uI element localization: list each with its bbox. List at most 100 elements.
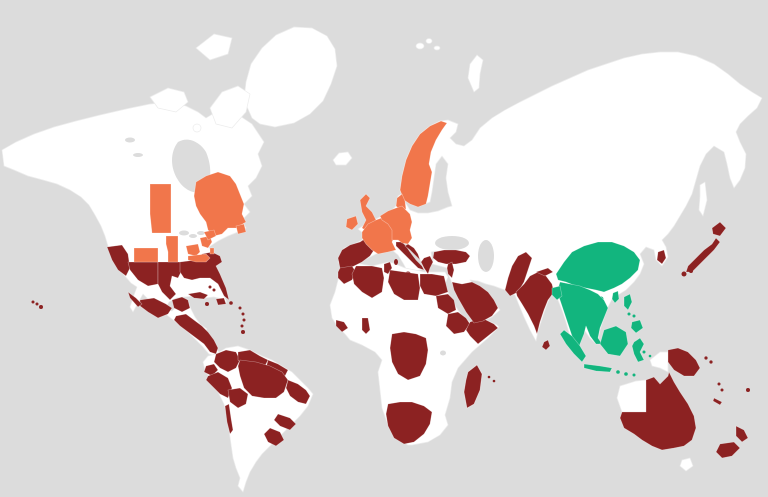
region-germany-benelux-alpine [379,205,413,245]
region-vanuatu-1 [717,382,721,386]
region-lesser-sunda-2 [624,372,628,376]
sea-great-lake-1 [179,230,189,236]
region-adriatic-balkans [404,243,421,261]
region-trinidad [241,330,245,334]
region-philippines-visayas-2 [632,314,636,318]
region-pakistan [504,251,533,297]
region-france [361,216,397,255]
region-dr-congo [389,331,429,381]
region-morocco [337,265,357,285]
region-philippines-visayas-1 [627,312,631,316]
region-philippines-luzon [623,293,633,311]
region-libya [387,269,421,301]
region-arabian-peninsula [451,281,499,324]
region-brazil-south [263,427,285,447]
region-cuba [187,291,209,300]
region-bangladesh [551,285,563,301]
land-tasmania [679,457,694,472]
sea-black-sea [435,236,469,250]
region-sardinia [394,259,398,265]
region-us-california [106,244,131,277]
region-greece [420,255,434,275]
region-java [583,363,613,373]
region-us-colorado-kansas [133,247,159,263]
region-maluku-1 [642,350,646,354]
region-south-korea [656,249,667,265]
region-new-zealand-south [715,441,741,459]
region-bahamas-1 [208,285,212,289]
region-levant [446,261,455,279]
region-mexico-south [139,297,173,319]
region-hawaii-3 [39,305,43,309]
regions-green [551,241,652,377]
region-sierra-leone-liberia [335,319,349,333]
land-svalbard-3 [433,45,441,51]
region-maluku-2 [648,354,652,358]
region-brazil-southeast [273,413,297,431]
region-bahamas-2 [212,288,216,292]
region-new-zealand-north [735,425,749,443]
region-algeria [351,265,385,299]
sea-great-lake-3 [197,231,205,235]
region-brazil-amazon [237,359,289,399]
region-japan-hokkaido [711,221,727,237]
region-antilles-1 [238,306,242,310]
region-norway-sweden [399,120,448,208]
land-sakhalin [698,181,708,217]
region-lesser-sunda-3 [632,373,636,377]
sea-caspian [478,240,494,272]
land-iceland [332,151,353,166]
region-hispaniola [215,297,227,306]
land-west-new-guinea [649,351,669,373]
region-papua-new-guinea [667,347,701,377]
region-chile-north-strip [224,403,234,435]
region-ireland [345,215,359,231]
region-lesser-sunda-1 [616,370,620,374]
land-greenland [243,26,338,128]
region-us-kentucky-virginia [187,253,211,263]
region-puerto-rico [229,301,233,305]
region-colombia [213,349,241,373]
region-fiji [746,388,750,392]
region-india [515,271,555,335]
region-us-northern-new-england [203,229,217,241]
region-sri-lanka [541,339,551,351]
regions-orange [133,120,448,263]
region-us-midwest-strip [165,235,179,263]
region-egypt [419,273,449,297]
lake-great-bear [125,137,135,143]
region-antilles-4 [240,324,244,328]
region-canada-quebec-ontario [193,171,247,237]
region-borneo [599,325,629,357]
regions-dark-red [31,221,750,459]
region-nepal [535,267,554,277]
region-brazil-northeast [285,379,311,405]
region-vanuatu-2 [720,388,724,392]
land-baffin-island [209,85,251,129]
land-southampton [192,123,202,133]
region-canada-new-brunswick [235,223,247,235]
region-sudan-red-sea [435,293,457,315]
region-hawaii-2 [35,302,39,306]
land-novaya-zemlya [467,54,484,93]
region-somalia [465,317,499,345]
region-mascarene-1 [487,375,491,379]
region-mascarene-2 [492,379,496,383]
land-ellesmere-island [195,33,233,61]
region-sumatra [559,329,587,363]
land-victoria-island [149,87,189,113]
region-us-new-jersey [209,247,215,255]
region-peru [205,371,233,399]
lake-victoria [440,350,446,356]
region-turkey [432,249,471,265]
region-us-ohio-valley [185,243,201,257]
region-bolivia [227,387,249,409]
region-taiwan [611,290,620,304]
region-jamaica [205,302,209,306]
region-japan-shikoku [689,269,693,273]
lake-great-slave [133,153,143,157]
region-ecuador [203,363,219,377]
region-philippines-mindanao [630,319,644,334]
